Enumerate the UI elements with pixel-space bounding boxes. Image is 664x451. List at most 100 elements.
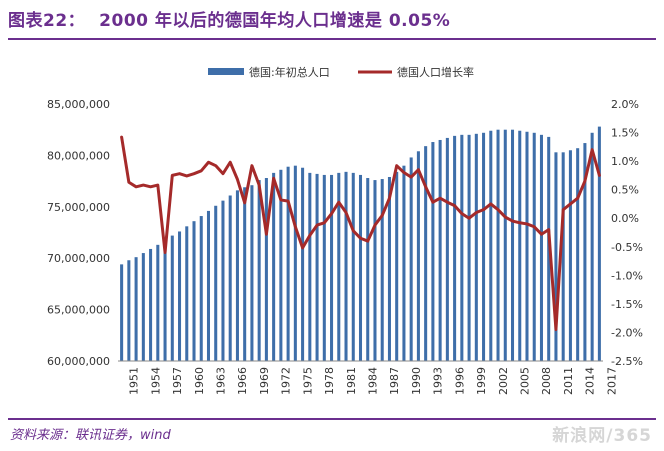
bar [445,137,449,361]
y-axis-left: 85,000,000 80,000,000 75,000,000 70,000,000… [47,98,110,368]
bar [257,180,261,361]
y-tick-label: 85,000,000 [47,98,110,111]
growth-rate-point [598,174,601,177]
bar [308,172,312,361]
growth-rate-point [243,201,246,204]
growth-rate-point [518,221,521,224]
bar [206,210,211,361]
bar [438,139,442,361]
y2-tick-label: -1.0% [611,269,643,282]
growth-rate-point [214,164,217,167]
bar [127,260,131,361]
y2-tick-label: -2.5% [611,355,643,368]
bar [264,178,268,361]
bar [243,187,247,361]
growth-rate-point [446,201,449,204]
growth-rate-point [468,217,470,220]
bar [460,134,464,361]
growth-rate-point [497,208,499,211]
y-tick-label: 80,000,000 [47,149,110,162]
bar [503,129,507,361]
growth-rate-point [229,161,232,164]
y2-tick-label: 1.5% [611,127,639,140]
growth-rate-point [164,251,166,254]
growth-rate-point [142,184,145,186]
bar [163,240,167,361]
bar [199,216,203,361]
growth-rate-point [135,185,137,188]
bar [387,176,391,361]
bar [279,169,283,361]
growth-rate-point [301,247,304,249]
growth-rate-point [388,197,391,200]
growth-rate-point [330,212,333,215]
bar [424,146,428,361]
x-tick-label: 1987 [388,367,401,395]
bar [431,142,435,361]
bar [185,226,189,361]
y-tick-label: 70,000,000 [47,252,110,265]
bar [192,221,196,361]
x-tick-label: 1993 [432,367,445,395]
bar [561,152,565,361]
bar [149,248,153,361]
growth-rate-point [410,176,413,179]
x-tick-label: 1996 [453,367,466,395]
bar [597,126,601,361]
x-tick-label: 1990 [410,367,423,395]
bar [330,174,334,361]
legend-label-population: 德国:年初总人口 [249,65,330,79]
bar [337,172,341,361]
bar [228,195,232,361]
growth-rate-point [591,148,594,151]
footer-divider [8,418,656,420]
growth-rate-point [222,172,224,175]
growth-rate-point [287,200,290,202]
bar [518,130,522,361]
bar [474,133,478,361]
growth-rate-point [258,184,261,186]
growth-rate-point [431,201,434,204]
y-tick-label: 60,000,000 [47,355,110,368]
bar [539,134,543,361]
growth-rate-point [323,221,326,224]
bar [467,134,471,361]
growth-rate-point [279,199,282,201]
y-tick-label: 65,000,000 [47,304,110,317]
x-tick-label: 1972 [280,367,293,395]
chart-title: 图表22： 2000 年以后的德国年均人口增速是 0.05% [8,6,450,31]
x-axis: 1951 1954 1957 1960 1963 1966 1969 1972 1975 1978… [118,360,618,395]
bar [395,171,399,361]
growth-rate-point [359,237,362,240]
growth-rate-point [424,185,427,188]
bar [576,148,580,361]
x-tick-label: 2008 [540,367,553,395]
growth-rate-point [171,174,174,177]
growth-rate-point [576,197,579,200]
x-tick-label: 1960 [193,367,206,395]
growth-rate-point [193,172,195,175]
growth-rate-point [526,223,528,225]
growth-rate-point [381,214,384,217]
y2-tick-label: -2.0% [611,326,643,339]
growth-rate-point [504,216,507,218]
bar [344,171,348,361]
bar [214,205,218,361]
x-tick-label: 2011 [562,367,575,395]
bar [402,165,406,361]
growth-rate-point [489,203,492,205]
bar [358,174,363,361]
growth-rate-point [569,203,572,205]
bar [489,130,493,361]
bar [496,129,500,361]
growth-rate-point [236,178,239,181]
y-axis-right: 2.0% 1.5% 1.0% 0.5% 0.0% -0.5% -1.0% -1.5% -2.0%… [611,98,643,368]
x-tick-label: 1984 [367,367,380,395]
growth-rate-point [272,177,275,180]
growth-rate-point [308,234,311,237]
growth-rate-point [149,185,152,188]
growth-rate-point [460,212,463,215]
growth-rate-point [511,220,514,222]
growth-rate-point [185,175,188,177]
